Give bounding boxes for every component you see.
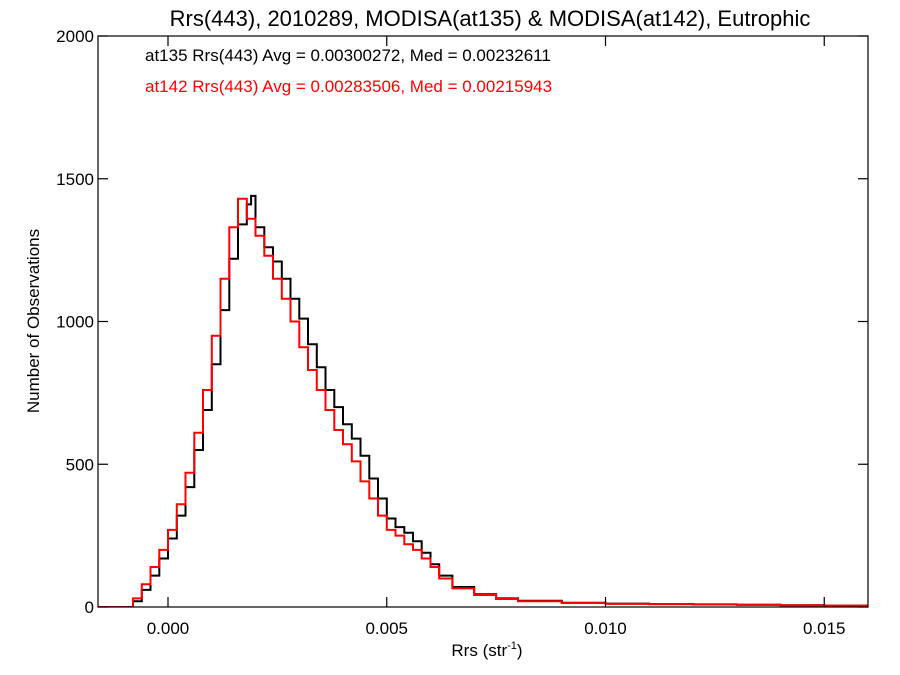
y-tick-label: 1500 (56, 170, 94, 189)
x-tick-label: 0.015 (803, 619, 846, 638)
axes: 0.000 0.005 0.010 0.015 0 500 1000 1500 2000 (56, 27, 868, 638)
y-tick-label: 0 (85, 598, 94, 617)
series-line-at142 (98, 197, 868, 607)
y-tick-label: 1000 (56, 313, 94, 332)
series-line-at135 (98, 194, 868, 607)
x-tick-label: 0.010 (584, 619, 627, 638)
y-axis-label: Number of Observations (24, 229, 43, 413)
chart-title: Rrs(443), 2010289, MODISA(at135) & MODIS… (170, 6, 811, 31)
x-tick-label: 0.005 (365, 619, 408, 638)
plot-area (98, 194, 868, 607)
y-tick-label: 2000 (56, 27, 94, 46)
annotation-at142: at142 Rrs(443) Avg = 0.00283506, Med = 0… (145, 77, 552, 96)
x-axis-label: Rrs (str-1) (451, 640, 522, 660)
annotation-at135: at135 Rrs(443) Avg = 0.00300272, Med = 0… (145, 46, 551, 65)
plot-frame (97, 35, 869, 608)
y-tick-label: 500 (66, 455, 94, 474)
x-tick-label: 0.000 (147, 619, 190, 638)
